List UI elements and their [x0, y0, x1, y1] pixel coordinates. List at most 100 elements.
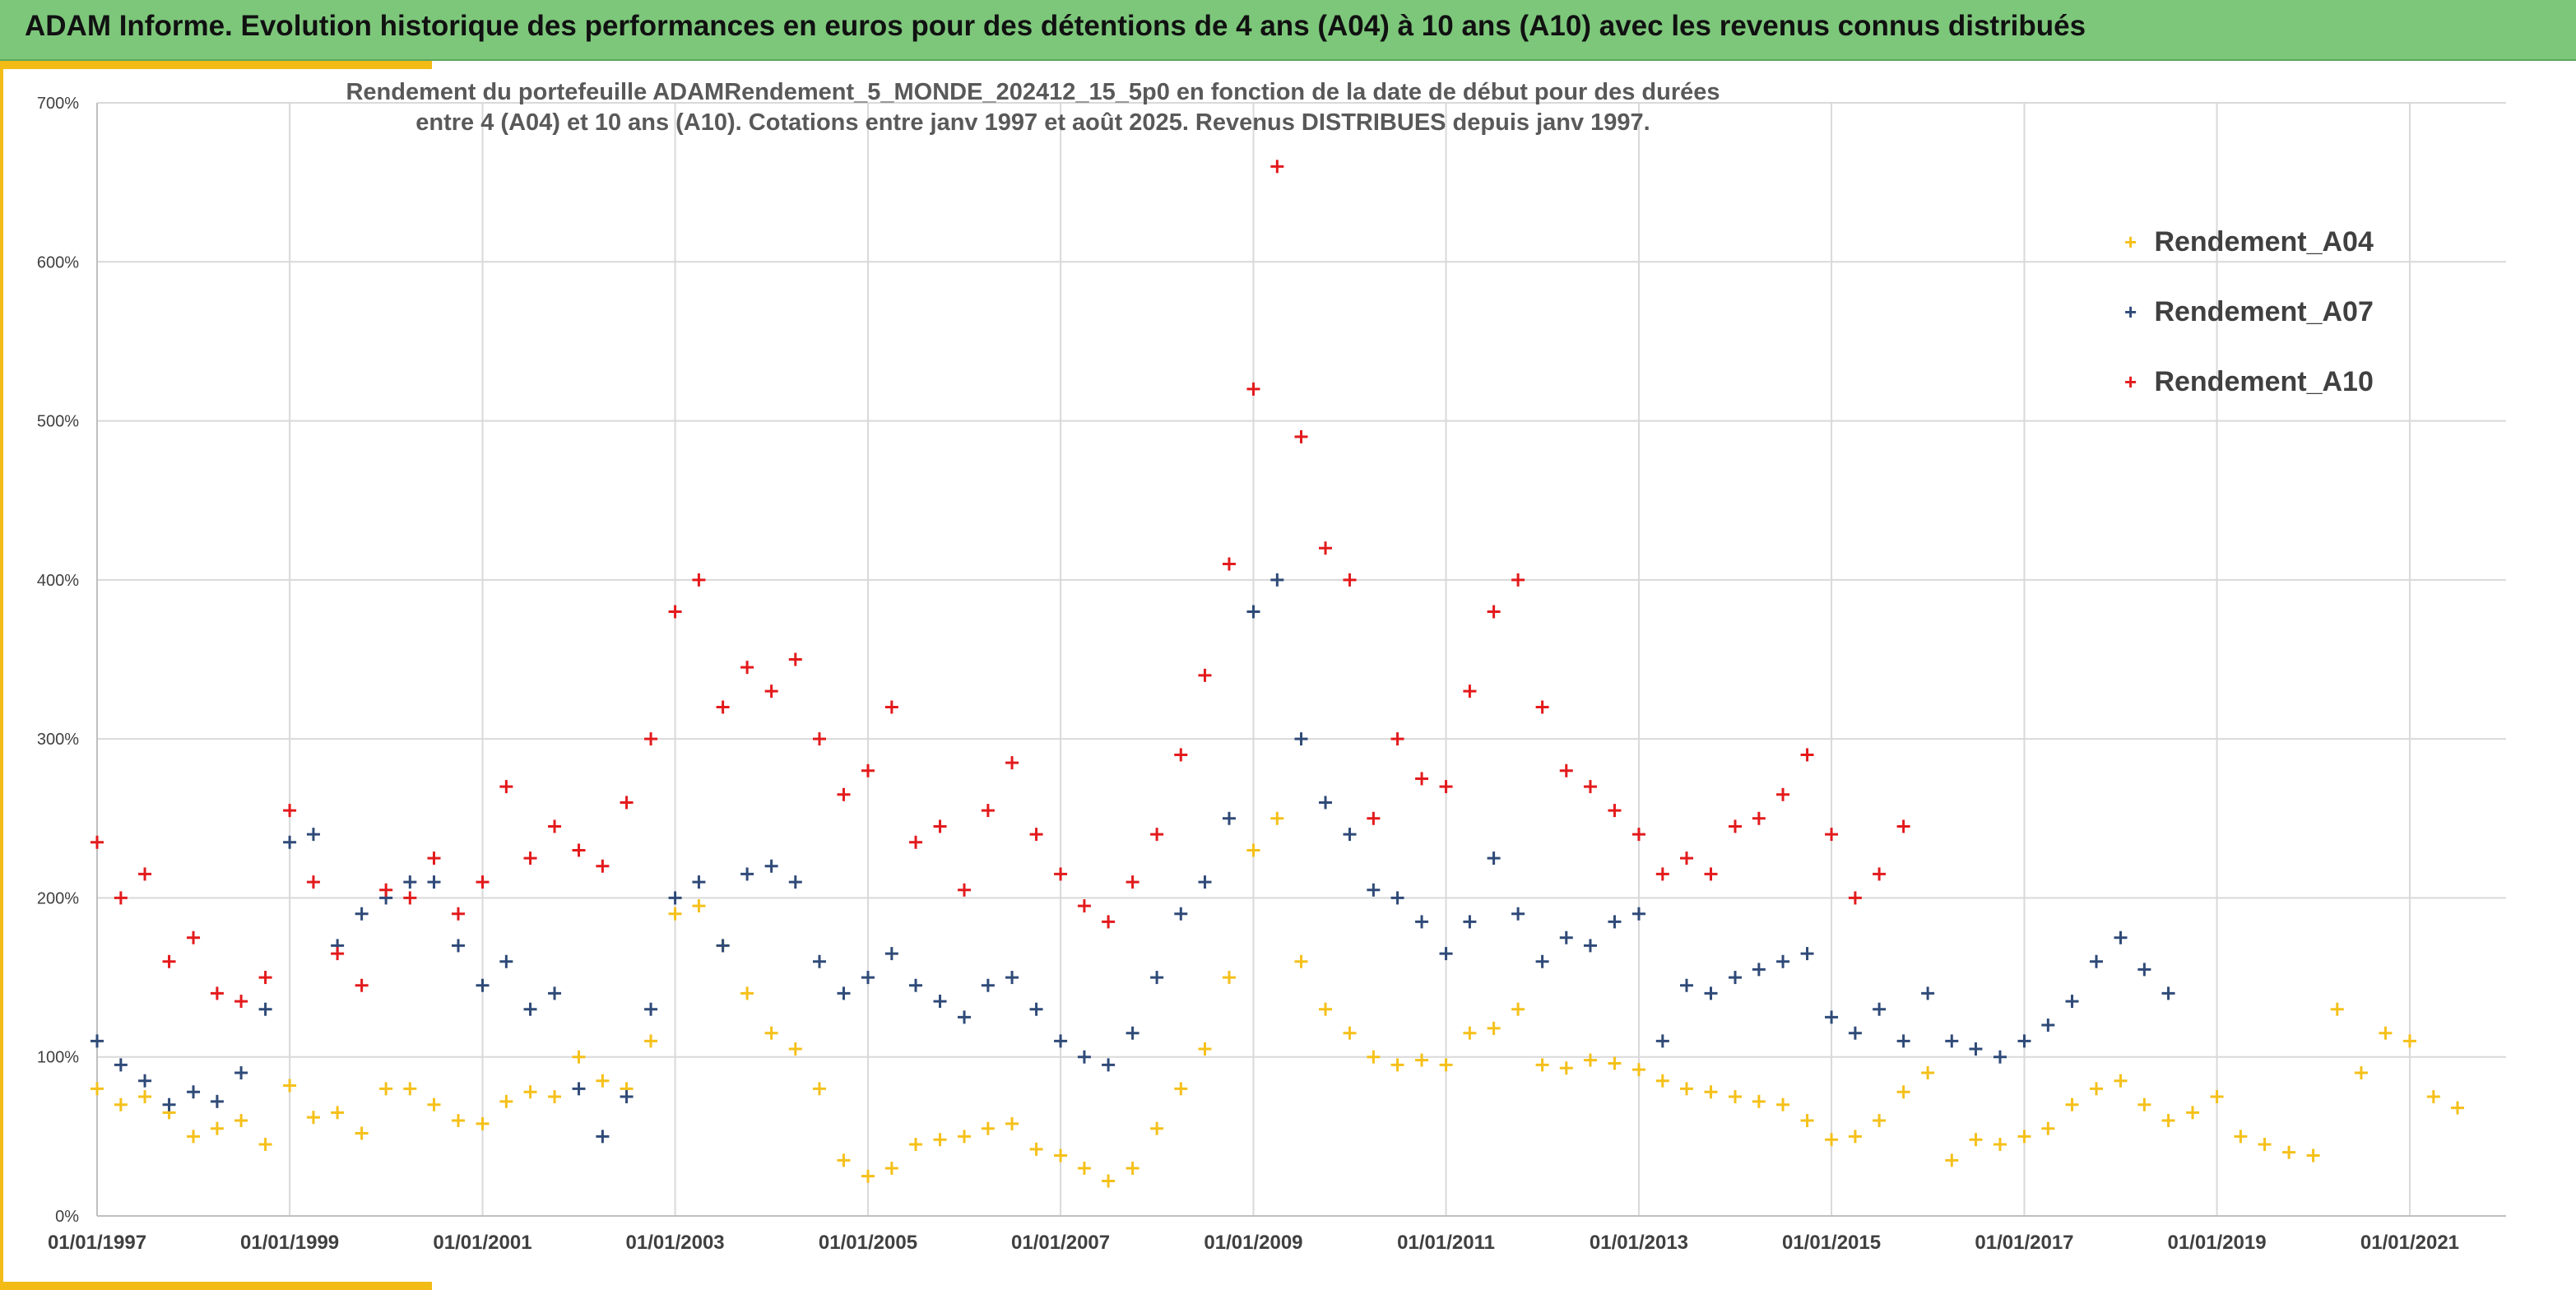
- point-rendement-a04: [187, 1130, 201, 1144]
- point-rendement-a10: [1150, 828, 1164, 842]
- legend-marker-a10-icon: +: [2124, 369, 2137, 394]
- point-rendement-a07: [2114, 930, 2128, 944]
- point-rendement-a07: [1729, 971, 1743, 985]
- x-tick-label: 01/01/2007: [1011, 1232, 1110, 1254]
- point-rendement-a07: [403, 875, 417, 889]
- point-rendement-a04: [1367, 1050, 1381, 1064]
- yellow-accent-bottom: [0, 1282, 432, 1290]
- point-rendement-a10: [1729, 819, 1743, 833]
- point-rendement-a04: [692, 899, 706, 913]
- point-rendement-a07: [499, 954, 513, 968]
- point-rendement-a10: [210, 986, 224, 1000]
- point-rendement-a04: [2426, 1090, 2440, 1104]
- point-rendement-a10: [933, 819, 947, 833]
- point-rendement-a04: [403, 1082, 417, 1096]
- point-rendement-a07: [2137, 963, 2151, 977]
- point-rendement-a07: [716, 939, 730, 953]
- header-bar: ADAM Informe. Evolution historique des p…: [0, 0, 2576, 61]
- point-rendement-a04: [1102, 1174, 1116, 1188]
- x-tick-label: 01/01/2019: [2167, 1232, 2266, 1254]
- point-rendement-a04: [1608, 1056, 1622, 1070]
- point-rendement-a04: [283, 1079, 297, 1093]
- point-rendement-a07: [620, 1090, 634, 1104]
- point-rendement-a04: [788, 1042, 802, 1056]
- point-rendement-a04: [476, 1116, 490, 1130]
- point-rendement-a04: [2306, 1148, 2320, 1162]
- point-rendement-a04: [1319, 1002, 1333, 1016]
- x-tick-label: 01/01/1999: [240, 1232, 339, 1254]
- point-rendement-a04: [958, 1130, 972, 1144]
- point-rendement-a04: [1776, 1097, 1790, 1111]
- x-tick-label: 01/01/2011: [1397, 1232, 1495, 1254]
- point-rendement-a04: [427, 1097, 441, 1111]
- x-tick-label: 01/01/2003: [626, 1232, 725, 1254]
- point-rendement-a04: [2065, 1097, 2079, 1111]
- point-rendement-a07: [2017, 1034, 2031, 1048]
- point-rendement-a04: [596, 1074, 610, 1088]
- point-rendement-a04: [1294, 954, 1308, 968]
- point-rendement-a07: [764, 859, 778, 873]
- point-rendement-a04: [2354, 1066, 2368, 1080]
- point-rendement-a10: [114, 891, 128, 905]
- point-rendement-a04: [258, 1138, 272, 1152]
- point-rendement-a07: [1174, 907, 1188, 921]
- point-rendement-a04: [114, 1097, 128, 1111]
- point-rendement-a04: [981, 1121, 995, 1135]
- point-rendement-a04: [884, 1162, 898, 1176]
- point-rendement-a07: [1511, 907, 1525, 921]
- point-rendement-a07: [1752, 963, 1766, 977]
- point-rendement-a04: [1896, 1085, 1910, 1099]
- point-rendement-a04: [2330, 1002, 2344, 1016]
- point-rendement-a10: [427, 851, 441, 865]
- legend-label-a07: Rendement_A07: [2154, 296, 2374, 327]
- point-rendement-a10: [1848, 891, 1862, 905]
- point-rendement-a04: [2017, 1130, 2031, 1144]
- point-rendement-a10: [764, 684, 778, 698]
- point-rendement-a07: [1319, 796, 1333, 810]
- point-rendement-a07: [162, 1097, 176, 1111]
- x-tick-label: 01/01/2005: [819, 1232, 917, 1254]
- point-rendement-a07: [981, 978, 995, 992]
- legend-label-a10: Rendement_A10: [2154, 366, 2374, 397]
- point-rendement-a04: [1559, 1061, 1573, 1075]
- point-rendement-a07: [1246, 605, 1260, 619]
- point-rendement-a07: [1150, 971, 1164, 985]
- point-rendement-a07: [740, 867, 754, 881]
- point-rendement-a10: [1005, 756, 1019, 770]
- point-rendement-a07: [355, 907, 369, 921]
- point-rendement-a10: [1463, 684, 1477, 698]
- point-rendement-a07: [1463, 915, 1477, 929]
- point-rendement-a10: [1246, 382, 1260, 396]
- point-rendement-a07: [210, 1094, 224, 1108]
- point-rendement-a10: [1222, 557, 1236, 571]
- x-tick-label: 01/01/2015: [1782, 1232, 1881, 1254]
- point-rendement-a10: [1631, 828, 1645, 842]
- point-rendement-a10: [596, 859, 610, 873]
- point-rendement-a10: [740, 661, 754, 675]
- point-rendement-a10: [788, 652, 802, 666]
- point-rendement-a10: [187, 930, 201, 944]
- point-rendement-a10: [1126, 875, 1139, 889]
- point-rendement-a10: [523, 851, 537, 865]
- point-rendement-a07: [1029, 1002, 1043, 1016]
- point-rendement-a04: [2210, 1090, 2224, 1104]
- point-rendement-a10: [1077, 899, 1091, 913]
- point-rendement-a04: [1126, 1162, 1139, 1176]
- point-rendement-a04: [1487, 1021, 1501, 1035]
- point-rendement-a04: [812, 1082, 826, 1096]
- point-rendement-a07: [2041, 1019, 2055, 1032]
- point-rendement-a07: [114, 1058, 128, 1072]
- point-rendement-a10: [1102, 915, 1116, 929]
- point-rendement-a10: [306, 875, 320, 889]
- point-rendement-a10: [1873, 867, 1887, 881]
- point-rendement-a07: [1005, 971, 1019, 985]
- point-rendement-a04: [1029, 1142, 1043, 1156]
- point-rendement-a07: [909, 978, 923, 992]
- point-rendement-a07: [1054, 1034, 1068, 1048]
- point-rendement-a04: [210, 1121, 224, 1135]
- point-rendement-a04: [138, 1090, 152, 1104]
- point-rendement-a07: [1631, 907, 1645, 921]
- point-rendement-a07: [1921, 986, 1935, 1000]
- point-rendement-a07: [1559, 930, 1573, 944]
- point-rendement-a04: [644, 1034, 658, 1048]
